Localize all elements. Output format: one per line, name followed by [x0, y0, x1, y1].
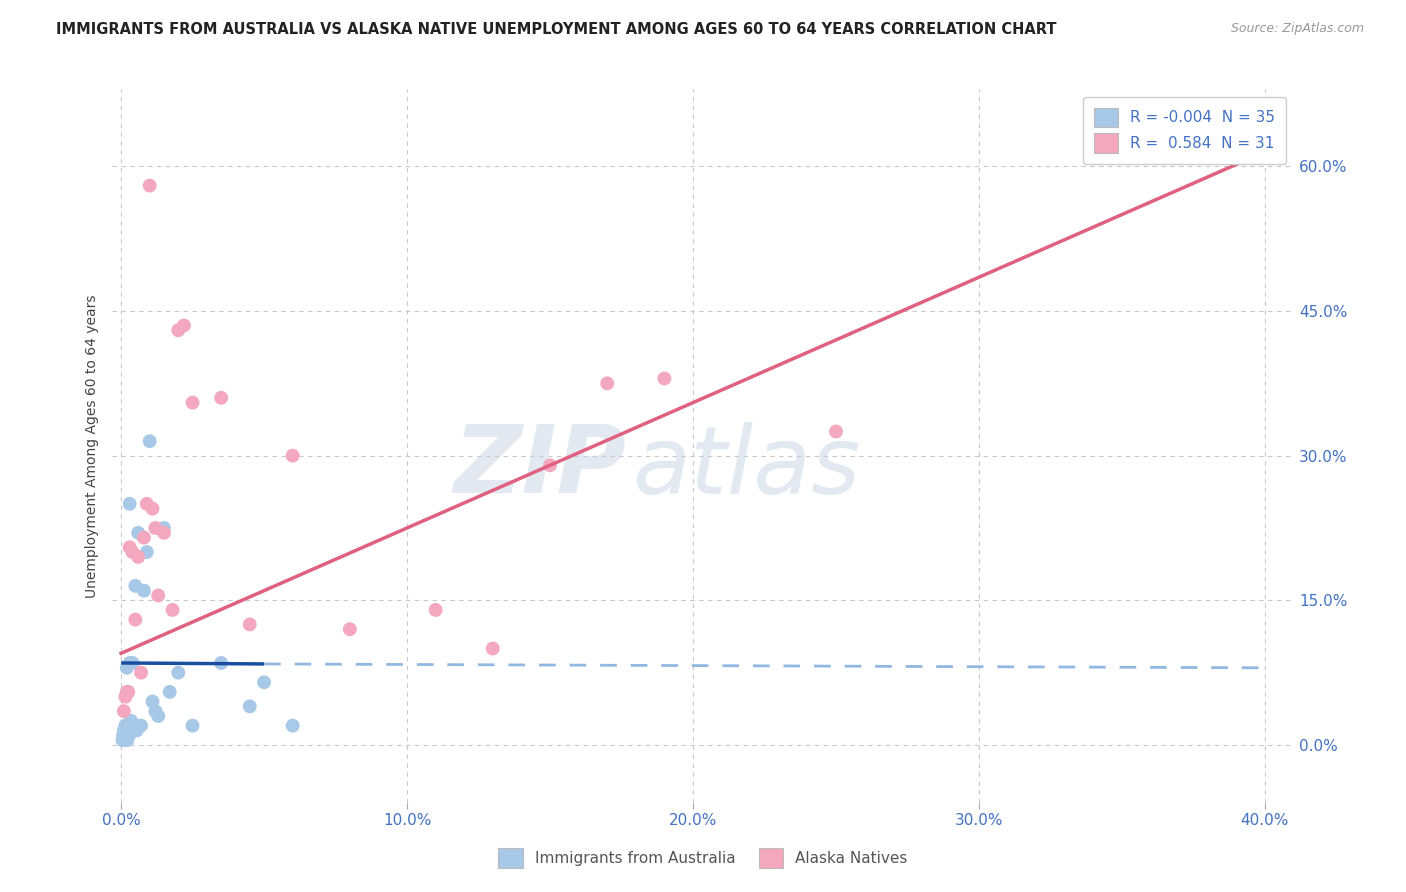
Text: IMMIGRANTS FROM AUSTRALIA VS ALASKA NATIVE UNEMPLOYMENT AMONG AGES 60 TO 64 YEAR: IMMIGRANTS FROM AUSTRALIA VS ALASKA NATI… [56, 22, 1057, 37]
Point [118, 541, 141, 555]
Point [115, 723, 138, 738]
Point [239, 617, 262, 632]
Point [118, 497, 141, 511]
Point [124, 613, 146, 627]
Point [425, 603, 447, 617]
Point [129, 719, 152, 733]
Point [281, 719, 304, 733]
Point [482, 641, 505, 656]
Point [120, 714, 142, 728]
Point [1111, 140, 1133, 154]
Point [128, 719, 150, 733]
Point [209, 391, 232, 405]
Point [111, 733, 134, 747]
Legend: Immigrants from Australia, Alaska Natives: Immigrants from Australia, Alaska Native… [492, 842, 914, 873]
Point [117, 685, 139, 699]
Point [162, 603, 184, 617]
Point [114, 728, 136, 742]
Point [118, 728, 141, 742]
Point [596, 376, 619, 391]
Point [538, 458, 561, 473]
Point [239, 699, 262, 714]
Point [148, 589, 170, 603]
Point [112, 723, 135, 738]
Point [181, 719, 204, 733]
Point [141, 694, 163, 708]
Point [129, 665, 152, 680]
Point [114, 690, 136, 704]
Text: Source: ZipAtlas.com: Source: ZipAtlas.com [1230, 22, 1364, 36]
Point [127, 525, 149, 540]
Point [125, 723, 148, 738]
Point [118, 656, 141, 670]
Point [138, 434, 160, 449]
Point [138, 178, 160, 193]
Point [159, 685, 181, 699]
Point [122, 719, 145, 733]
Point [654, 371, 676, 385]
Point [115, 685, 138, 699]
Point [148, 709, 170, 723]
Point [339, 622, 361, 636]
Point [153, 525, 176, 540]
Point [173, 318, 195, 333]
Point [132, 531, 155, 545]
Point [253, 675, 276, 690]
Point [112, 728, 135, 742]
Point [127, 549, 149, 564]
Point [141, 501, 163, 516]
Point [167, 323, 190, 337]
Point [153, 521, 176, 535]
Point [181, 395, 204, 409]
Point [145, 704, 167, 718]
Point [117, 733, 139, 747]
Point [825, 425, 848, 439]
Point [132, 583, 155, 598]
Point [121, 545, 143, 559]
Text: atlas: atlas [633, 422, 860, 513]
Text: ZIP: ZIP [453, 421, 626, 514]
Point [135, 497, 157, 511]
Point [114, 719, 136, 733]
Point [115, 661, 138, 675]
Point [167, 665, 190, 680]
Point [112, 733, 135, 747]
Point [124, 579, 146, 593]
Point [135, 545, 157, 559]
Point [117, 723, 139, 738]
Point [121, 656, 143, 670]
Y-axis label: Unemployment Among Ages 60 to 64 years: Unemployment Among Ages 60 to 64 years [86, 294, 100, 598]
Point [145, 521, 167, 535]
Point [209, 656, 232, 670]
Point [281, 449, 304, 463]
Point [112, 704, 135, 718]
